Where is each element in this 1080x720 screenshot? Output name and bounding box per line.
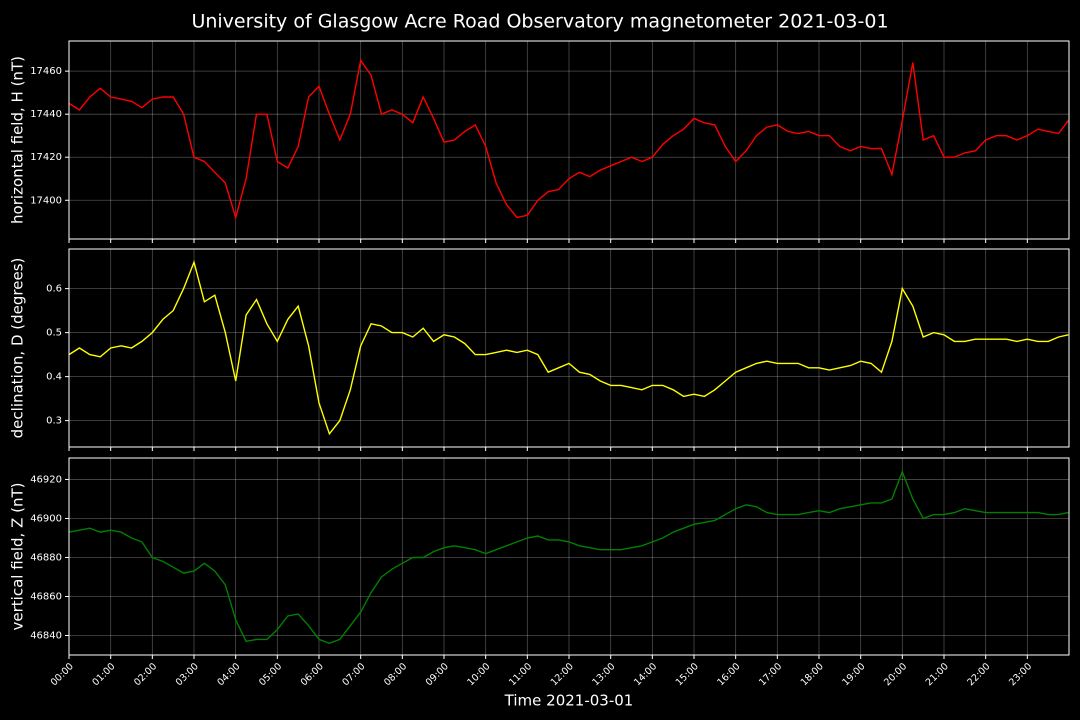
data-line — [68, 259, 1069, 436]
y-axis-label: horizontal field, H (nT) — [9, 56, 27, 224]
y-axis-label: vertical field, Z (nT) — [9, 482, 27, 630]
y-tick-label: 0.3 — [46, 416, 62, 427]
x-tick-label: 21:00 — [924, 661, 951, 688]
x-tick-label: 07:00 — [340, 661, 367, 688]
x-tick-label: 08:00 — [382, 661, 409, 688]
y-tick-label: 46860 — [30, 591, 62, 602]
y-tick-label: 0.5 — [46, 328, 62, 339]
x-tick-label: 16:00 — [715, 661, 742, 688]
x-tick-label: 11:00 — [507, 661, 534, 688]
x-tick-label: 01:00 — [90, 661, 117, 688]
x-tick-label: 03:00 — [174, 661, 201, 688]
x-tick-label: 13:00 — [590, 661, 617, 688]
figure-title: University of Glasgow Acre Road Observat… — [191, 11, 888, 33]
x-tick-label: 14:00 — [632, 661, 659, 688]
x-tick-label: 23:00 — [1007, 661, 1034, 688]
x-tick-label: 02:00 — [132, 661, 159, 688]
x-tick-label: 05:00 — [257, 661, 284, 688]
x-tick-label: 06:00 — [299, 661, 326, 688]
x-tick-label: 00:00 — [49, 661, 76, 688]
y-tick-label: 17420 — [30, 152, 62, 163]
x-tick-label: 20:00 — [882, 661, 909, 688]
x-tick-label: 19:00 — [840, 661, 867, 688]
x-tick-label: 04:00 — [215, 661, 242, 688]
x-axis-label: Time 2021-03-01 — [504, 692, 634, 710]
x-tick-label: 18:00 — [799, 661, 826, 688]
x-tick-label: 09:00 — [424, 661, 451, 688]
axes-frame — [68, 248, 1070, 448]
x-tick-label: 10:00 — [465, 661, 492, 688]
data-line — [68, 58, 1069, 221]
y-tick-label: 46840 — [30, 630, 62, 641]
y-tick-label: 0.6 — [46, 284, 62, 295]
y-axis-label: declination, D (degrees) — [9, 258, 27, 439]
y-tick-label: 46920 — [30, 474, 62, 485]
axes-frame — [68, 40, 1070, 240]
x-tick-label: 15:00 — [674, 661, 701, 688]
y-tick-label: 17460 — [30, 66, 62, 77]
y-tick-label: 17440 — [30, 109, 62, 120]
x-tick-label: 12:00 — [549, 661, 576, 688]
y-tick-label: 17400 — [30, 195, 62, 206]
y-tick-label: 0.4 — [46, 372, 62, 383]
y-tick-label: 46880 — [30, 552, 62, 563]
axes-frame — [68, 457, 1070, 656]
y-tick-label: 46900 — [30, 513, 62, 524]
x-tick-label: 22:00 — [965, 661, 992, 688]
data-line — [68, 469, 1069, 645]
x-tick-label: 17:00 — [757, 661, 784, 688]
